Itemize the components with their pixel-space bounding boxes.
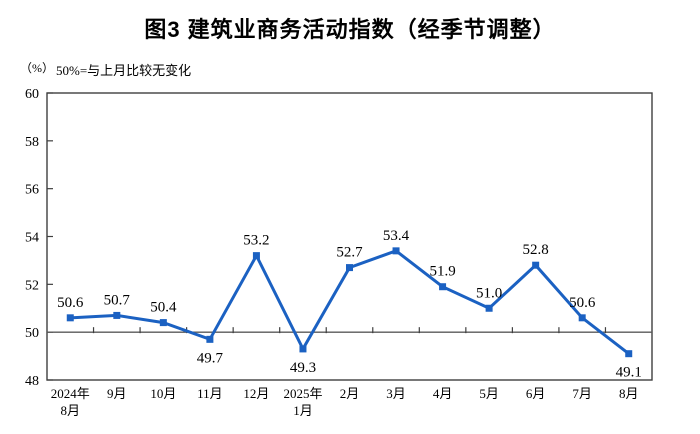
chart-title: 图3 建筑业商务活动指数（经季节调整） xyxy=(144,17,556,42)
x-axis-label: 12月 xyxy=(243,386,269,401)
y-tick-label: 54 xyxy=(25,231,39,246)
data-label: 51.9 xyxy=(429,264,455,280)
y-tick-label: 50 xyxy=(25,326,39,341)
data-label: 50.4 xyxy=(150,300,177,316)
data-label: 52.8 xyxy=(523,242,549,258)
reference-note: 50%=与上月比较无变化 xyxy=(56,63,192,78)
data-point xyxy=(252,252,260,260)
data-point xyxy=(485,304,493,312)
x-axis-label: 2025年 1月 xyxy=(283,386,322,418)
plot-frame xyxy=(46,92,653,381)
x-axis-label: 11月 xyxy=(197,386,223,401)
data-point xyxy=(66,314,74,322)
x-axis-label: 5月 xyxy=(479,386,499,401)
data-point xyxy=(299,345,307,353)
data-point xyxy=(159,319,167,327)
x-axis-label: 2024年 8月 xyxy=(51,386,90,418)
data-label: 50.6 xyxy=(569,295,596,311)
x-axis-label: 8月 xyxy=(619,386,639,401)
data-label: 49.1 xyxy=(616,365,642,381)
y-tick-label: 60 xyxy=(25,87,39,102)
y-tick-label: 48 xyxy=(25,374,39,389)
data-label: 49.3 xyxy=(290,360,316,376)
data-point xyxy=(532,261,540,269)
data-label: 53.4 xyxy=(383,228,410,244)
x-axis-label: 9月 xyxy=(107,386,127,401)
data-label: 51.0 xyxy=(476,285,502,301)
y-tick-label: 56 xyxy=(25,183,39,198)
data-label: 49.7 xyxy=(197,350,224,366)
data-point xyxy=(625,350,633,358)
x-axis-label: 3月 xyxy=(386,386,406,401)
data-point xyxy=(113,311,121,319)
y-tick-label: 58 xyxy=(25,135,39,150)
x-axis-label: 6月 xyxy=(526,386,546,401)
data-point xyxy=(392,247,400,255)
data-point xyxy=(206,335,214,343)
data-point xyxy=(578,314,586,322)
x-axis-label: 10月 xyxy=(150,386,176,401)
y-axis-unit-label: （%） xyxy=(20,61,54,75)
data-label: 52.7 xyxy=(336,245,363,261)
y-tick-label: 52 xyxy=(25,278,39,293)
data-point xyxy=(346,264,353,272)
x-axis-label: 4月 xyxy=(433,386,453,401)
data-label: 53.2 xyxy=(243,233,269,249)
data-label: 50.7 xyxy=(104,292,131,308)
data-point xyxy=(439,283,447,291)
x-axis-label: 7月 xyxy=(572,386,592,401)
x-axis-label: 2月 xyxy=(340,386,360,401)
data-label: 50.6 xyxy=(57,295,84,311)
